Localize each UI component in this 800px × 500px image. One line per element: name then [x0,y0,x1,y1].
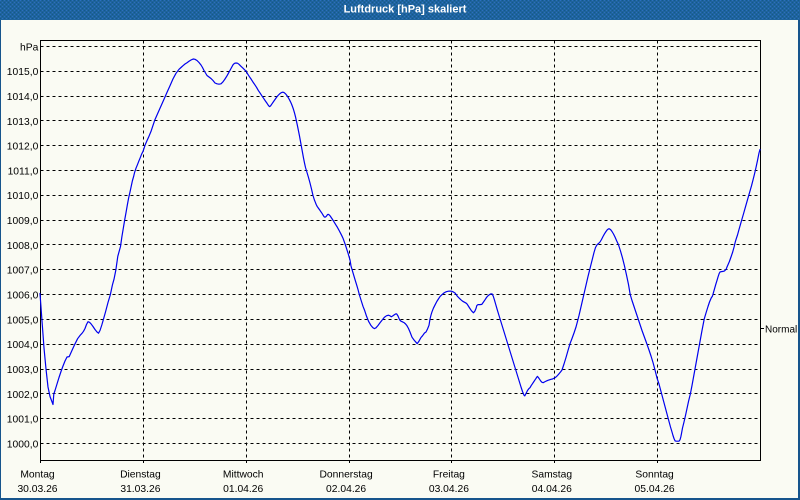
svg-text:1007,0: 1007,0 [7,266,39,277]
svg-text:1006,0: 1006,0 [7,291,39,302]
svg-text:Montag: Montag [20,469,55,480]
svg-text:1009,0: 1009,0 [7,216,39,227]
svg-text:Samstag: Samstag [531,469,572,480]
svg-text:1001,0: 1001,0 [7,415,39,426]
svg-text:Dienstag: Dienstag [120,469,161,480]
svg-text:Normal: Normal [765,324,797,335]
svg-text:hPa: hPa [20,42,39,53]
svg-text:1010,0: 1010,0 [7,191,39,202]
svg-text:Freitag: Freitag [433,469,465,480]
svg-text:Luftdruck [hPa] skaliert: Luftdruck [hPa] skaliert [344,4,467,16]
svg-text:Sonntag: Sonntag [635,469,674,480]
svg-text:31.03.26: 31.03.26 [120,484,160,495]
svg-text:1014,0: 1014,0 [7,92,39,103]
svg-text:Donnerstag: Donnerstag [319,469,373,480]
svg-text:03.04.26: 03.04.26 [429,484,469,495]
svg-text:05.04.26: 05.04.26 [635,484,675,495]
svg-text:1011,0: 1011,0 [8,166,39,177]
svg-text:1005,0: 1005,0 [7,315,39,326]
svg-text:30.03.26: 30.03.26 [17,484,57,495]
svg-text:02.04.26: 02.04.26 [326,484,366,495]
svg-text:1008,0: 1008,0 [7,241,39,252]
svg-text:1013,0: 1013,0 [7,117,39,128]
svg-text:1002,0: 1002,0 [7,390,39,401]
svg-text:Mittwoch: Mittwoch [223,469,264,480]
svg-text:01.04.26: 01.04.26 [223,484,263,495]
svg-text:04.04.26: 04.04.26 [532,484,572,495]
svg-text:1015,0: 1015,0 [7,67,39,78]
svg-text:1003,0: 1003,0 [7,365,39,376]
svg-text:1012,0: 1012,0 [7,142,39,153]
svg-text:1004,0: 1004,0 [7,340,39,351]
svg-text:1000,0: 1000,0 [7,439,39,450]
